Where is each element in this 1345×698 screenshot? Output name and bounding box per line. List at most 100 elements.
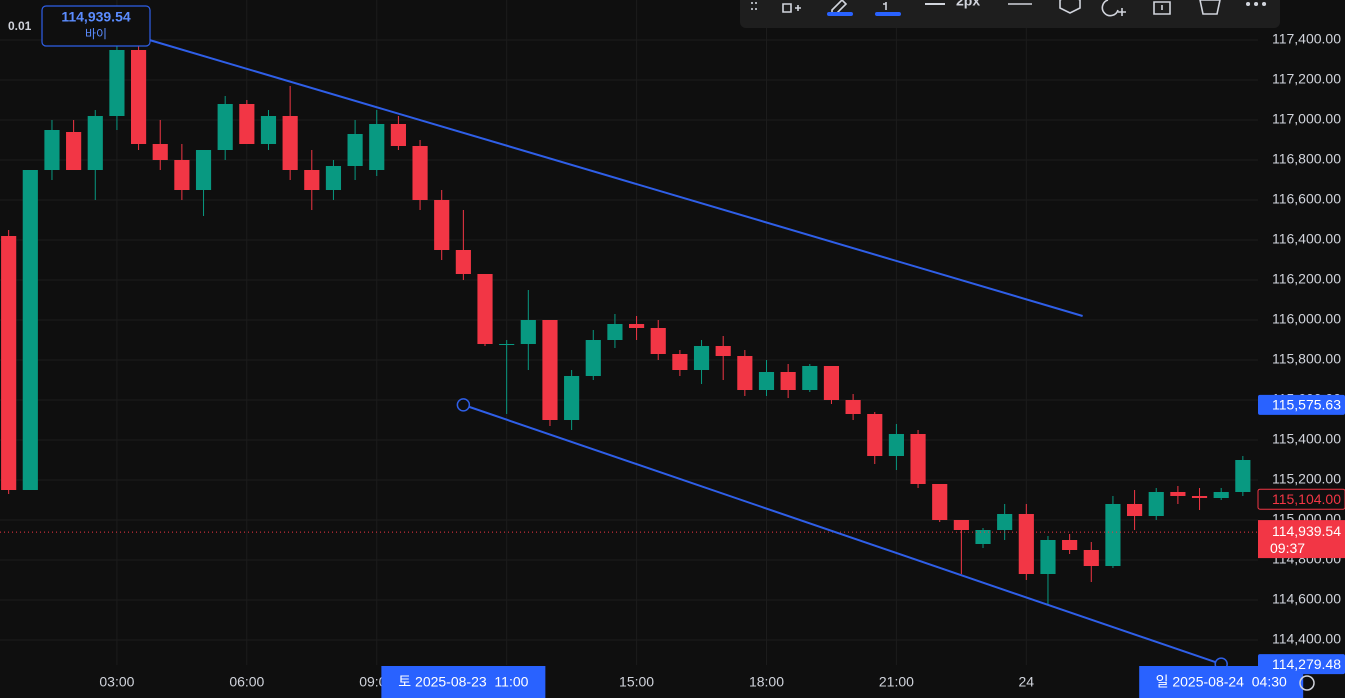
candle-body xyxy=(888,434,904,456)
tool-icon[interactable] xyxy=(1059,0,1081,14)
candle-body xyxy=(1105,504,1121,566)
candle-body xyxy=(1062,540,1078,550)
candle-body xyxy=(369,124,385,170)
current-price: 114,939.54 xyxy=(1272,523,1341,539)
y-tick-label: 115,400.00 xyxy=(1272,431,1341,447)
y-tick-label: 114,400.00 xyxy=(1272,631,1341,647)
time-label: 토 2025-08-23 11:00 xyxy=(398,674,528,690)
plot xyxy=(1,36,1251,604)
candle-body xyxy=(499,344,515,345)
candle-body xyxy=(87,116,103,170)
price-label: 115,104.00 xyxy=(1272,491,1341,507)
candle-body xyxy=(845,400,861,414)
candle-body xyxy=(910,434,926,484)
order-box xyxy=(41,5,151,47)
candle-body xyxy=(390,124,406,146)
price-axis xyxy=(1258,0,1345,698)
candle-body xyxy=(520,320,536,344)
candle-body xyxy=(737,356,753,390)
candle-body xyxy=(1083,550,1099,566)
x-tick-label: 24 xyxy=(1019,674,1035,690)
candle-body xyxy=(1040,540,1056,574)
candle-body xyxy=(997,514,1013,530)
candle-body xyxy=(130,50,147,144)
candle-body xyxy=(693,346,710,370)
y-tick-label: 117,000.00 xyxy=(1272,111,1341,127)
candle-body xyxy=(542,320,558,420)
price-label: 115,575.63 xyxy=(1272,397,1341,413)
candle-body xyxy=(477,274,493,344)
candle-body xyxy=(260,116,277,144)
time-label-box xyxy=(381,666,546,698)
candle-body xyxy=(1170,492,1186,496)
settings-icon[interactable] xyxy=(1299,675,1315,691)
candle-body xyxy=(1148,492,1164,516)
y-tick-label: 116,000.00 xyxy=(1272,311,1341,327)
candle-body xyxy=(823,366,840,400)
candle-body xyxy=(758,372,775,390)
candle-body xyxy=(650,328,666,354)
price-label-box xyxy=(1258,394,1345,415)
time-label: 일 2025-08-24 04:30 xyxy=(1156,674,1287,690)
candle-body xyxy=(195,150,212,190)
candle-body xyxy=(44,130,60,170)
candle-body xyxy=(282,116,298,170)
trend-line xyxy=(463,403,1222,666)
trend-line xyxy=(149,39,1083,317)
tool-icon[interactable] xyxy=(782,3,801,13)
price-label: 114,279.48 xyxy=(1272,656,1341,672)
toolbar-bg xyxy=(740,0,1280,28)
tool-active xyxy=(875,12,901,16)
order-qty: 0.01 xyxy=(8,19,32,33)
candle-body xyxy=(564,376,580,420)
candle-body xyxy=(607,324,623,340)
candle-body xyxy=(672,354,688,370)
tool-icon[interactable] xyxy=(1101,0,1126,17)
candle-body xyxy=(1235,460,1251,492)
candle-body xyxy=(66,132,82,170)
trend-anchor xyxy=(456,398,471,412)
candle-body xyxy=(412,146,428,200)
y-tick-label: 116,800.00 xyxy=(1272,151,1341,167)
overlay: 토 2025-08-23 11:00 일 2025-08-24 04:30 115,… xyxy=(0,5,1345,698)
candle-body xyxy=(780,372,796,390)
candle-body xyxy=(1213,492,1229,498)
tool-icon[interactable] xyxy=(883,2,887,10)
x-tick-label: 03:00 xyxy=(99,674,134,690)
tool-icon[interactable] xyxy=(1199,0,1221,15)
price-label-box xyxy=(1257,488,1345,510)
candle-body xyxy=(239,104,255,144)
countdown: 09:37 xyxy=(1270,540,1305,556)
candle-body xyxy=(347,134,363,166)
candle-body xyxy=(1191,496,1208,498)
toolbar: 2px xyxy=(740,0,1280,28)
y-tick-label: 116,600.00 xyxy=(1272,191,1341,207)
candle-body xyxy=(953,520,969,530)
tool-active xyxy=(827,12,853,16)
candle-body xyxy=(152,144,168,160)
order-price: 114,939.54 xyxy=(61,9,131,25)
candle-body xyxy=(174,160,190,190)
x-tick-label: 18:00 xyxy=(749,674,784,690)
candle-body xyxy=(932,484,948,520)
y-tick-label: 114,600.00 xyxy=(1272,591,1341,607)
y-tick-label: 116,200.00 xyxy=(1272,271,1341,287)
candle-body xyxy=(975,530,991,544)
order-side: 바이 xyxy=(85,27,107,41)
candle-body xyxy=(109,50,125,116)
x-tick-label: 21:00 xyxy=(879,674,914,690)
y-tick-label: 116,400.00 xyxy=(1272,231,1341,247)
tool-icon[interactable] xyxy=(1153,1,1171,15)
candle-body xyxy=(22,170,38,490)
candle-body xyxy=(1127,504,1143,516)
candle-body xyxy=(434,200,450,250)
candle-body xyxy=(629,324,645,328)
line-width[interactable]: 2px xyxy=(956,0,980,9)
y-tick-label: 115,800.00 xyxy=(1272,351,1341,367)
x-tick-label: 06:00 xyxy=(229,674,264,690)
candle-body xyxy=(1018,514,1034,574)
y-tick-label: 117,400.00 xyxy=(1272,31,1341,47)
